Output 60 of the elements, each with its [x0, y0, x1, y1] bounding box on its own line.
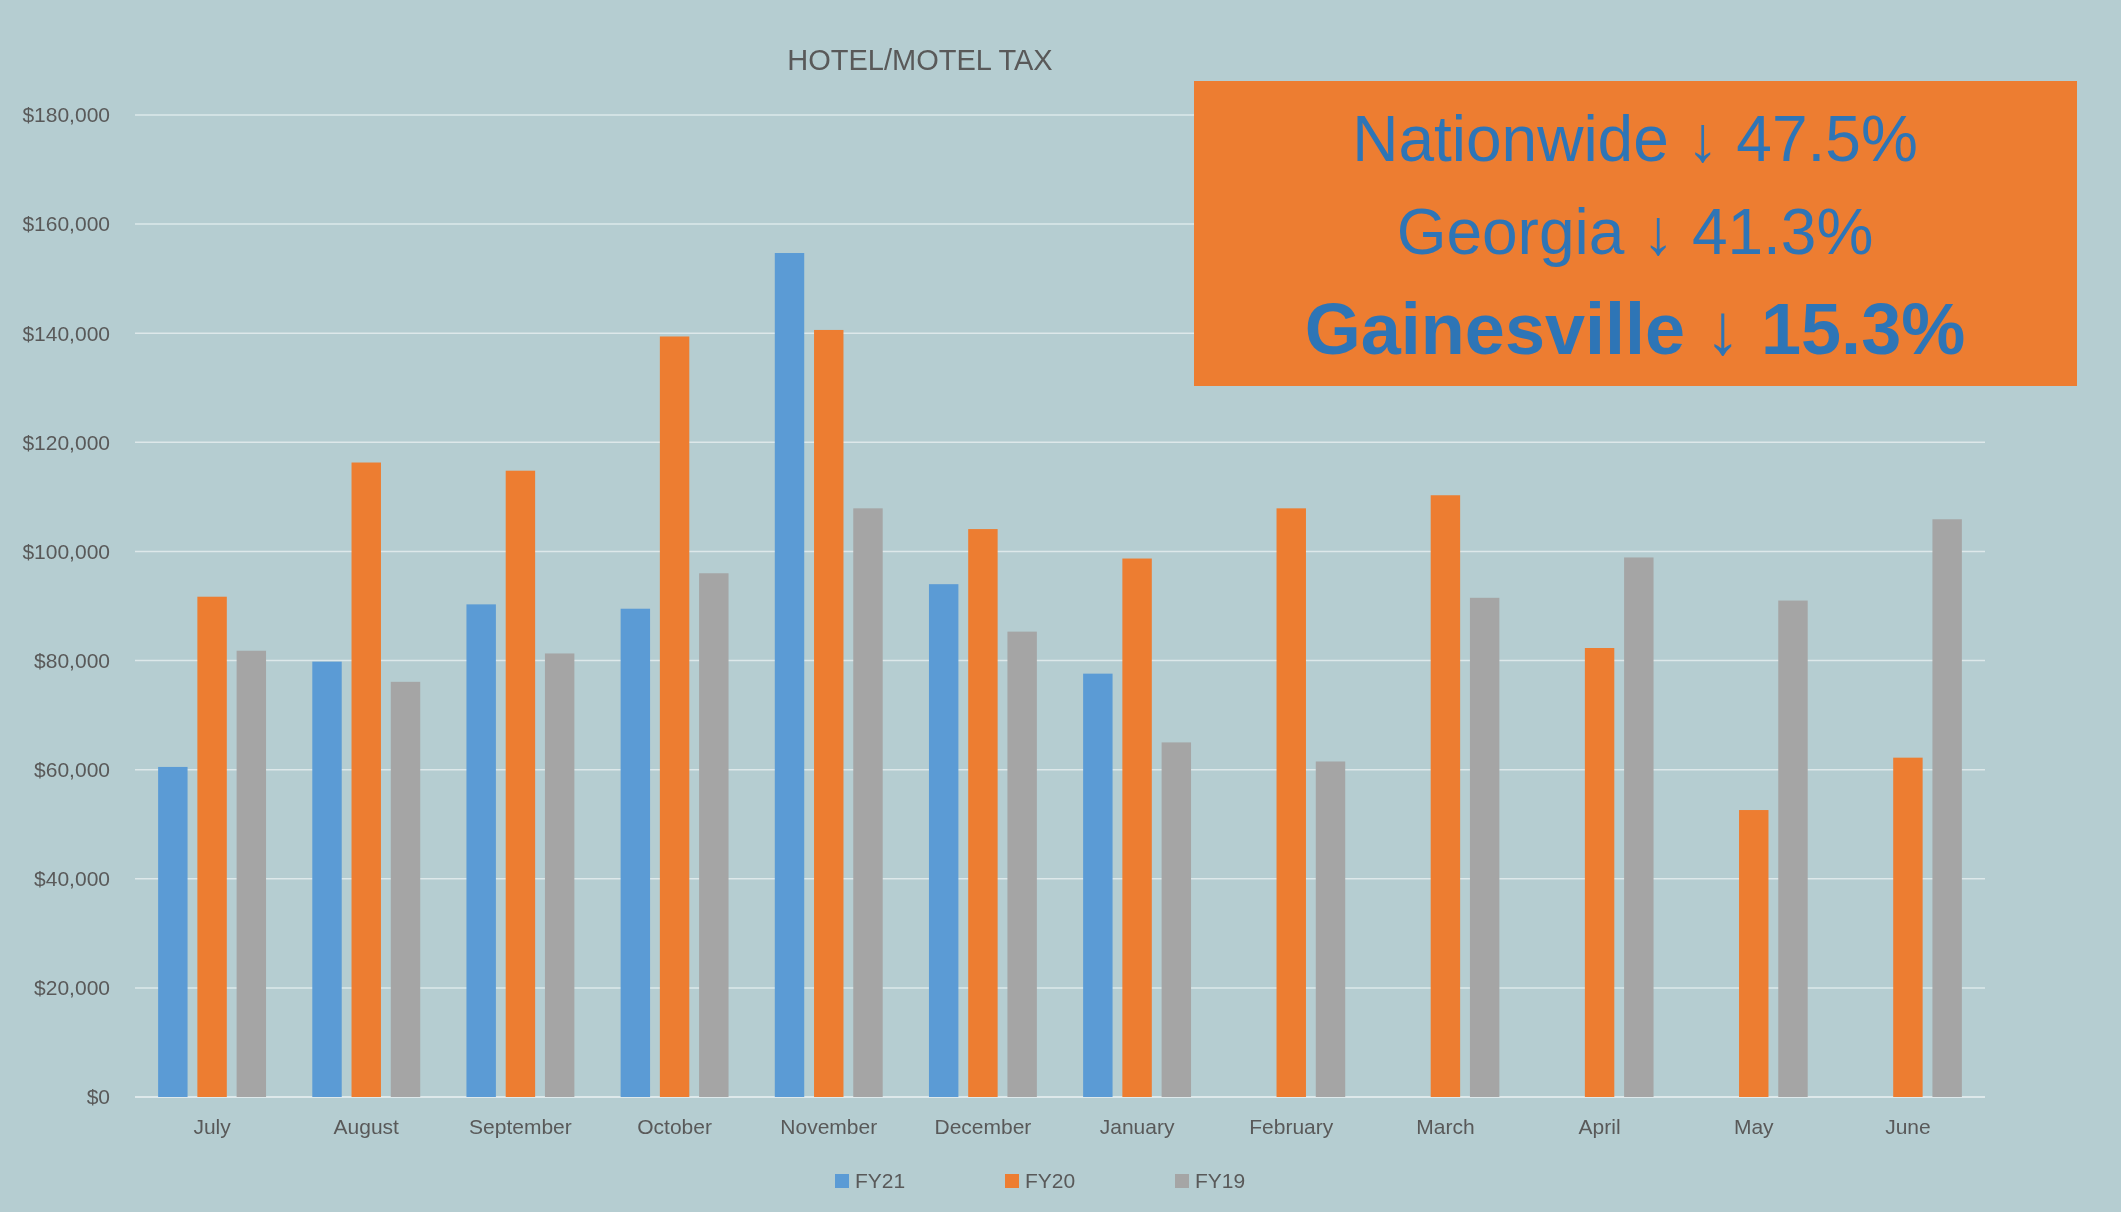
x-tick-label: October [637, 1115, 712, 1138]
bar [1007, 631, 1037, 1097]
x-tick-label: July [193, 1115, 232, 1138]
bar [699, 573, 729, 1097]
y-tick-label: $140,000 [22, 321, 110, 345]
bar [1739, 810, 1769, 1097]
y-tick-label: $120,000 [22, 430, 110, 454]
x-tick-label: September [469, 1115, 572, 1138]
annotation: Nationwide ↓ 47.5% [1352, 103, 1918, 176]
y-tick-label: $160,000 [22, 212, 110, 236]
bar [1122, 558, 1152, 1097]
bar [236, 650, 267, 1097]
y-tick-label: $20,000 [34, 976, 110, 1000]
y-tick-label: $180,000 [22, 103, 110, 127]
annotation: Gainesville ↓ 15.3% [1304, 289, 1966, 370]
bar [968, 529, 998, 1097]
bar [1430, 495, 1461, 1097]
bar [1893, 757, 1923, 1097]
x-tick-label: March [1416, 1115, 1475, 1138]
x-tick-label: December [934, 1115, 1032, 1138]
bar [1315, 761, 1346, 1097]
bar [1276, 508, 1306, 1097]
y-tick-label: $40,000 [34, 867, 110, 891]
x-tick-label: April [1578, 1115, 1621, 1138]
y-tick-label: $80,000 [34, 648, 110, 672]
legend-label: FY21 [855, 1169, 906, 1193]
bar [928, 584, 959, 1097]
bar [853, 508, 883, 1097]
chart-title: HOTEL/MOTEL TAX [787, 44, 1053, 76]
bar [158, 766, 188, 1097]
bar [620, 608, 651, 1097]
bar [659, 336, 690, 1097]
bar [466, 604, 496, 1097]
bar [1161, 742, 1192, 1097]
legend-label: FY19 [1195, 1169, 1246, 1193]
x-tick-label: November [780, 1115, 878, 1138]
bar [814, 329, 844, 1097]
bar [544, 653, 575, 1097]
y-tick-label: $60,000 [34, 758, 110, 782]
x-tick-label: August [333, 1115, 400, 1138]
bar [390, 681, 421, 1097]
x-tick-label: May [1733, 1115, 1775, 1138]
x-tick-label: January [1099, 1115, 1175, 1138]
bar [1083, 673, 1113, 1097]
x-tick-label: February [1249, 1115, 1334, 1138]
x-tick-label: June [1885, 1115, 1931, 1138]
bar [1624, 557, 1654, 1097]
legend-label: FY20 [1025, 1169, 1076, 1193]
annotation: Georgia ↓ 41.3% [1396, 196, 1874, 269]
bar [1469, 597, 1500, 1097]
y-tick-label: $100,000 [22, 539, 110, 563]
y-tick-label: $0 [86, 1085, 110, 1109]
bar [1778, 600, 1808, 1097]
bar [505, 470, 536, 1097]
bar [1932, 519, 1962, 1097]
bar [312, 661, 342, 1097]
bar [774, 253, 805, 1097]
bar [197, 596, 227, 1097]
bar [1584, 648, 1615, 1097]
bar [351, 462, 381, 1097]
